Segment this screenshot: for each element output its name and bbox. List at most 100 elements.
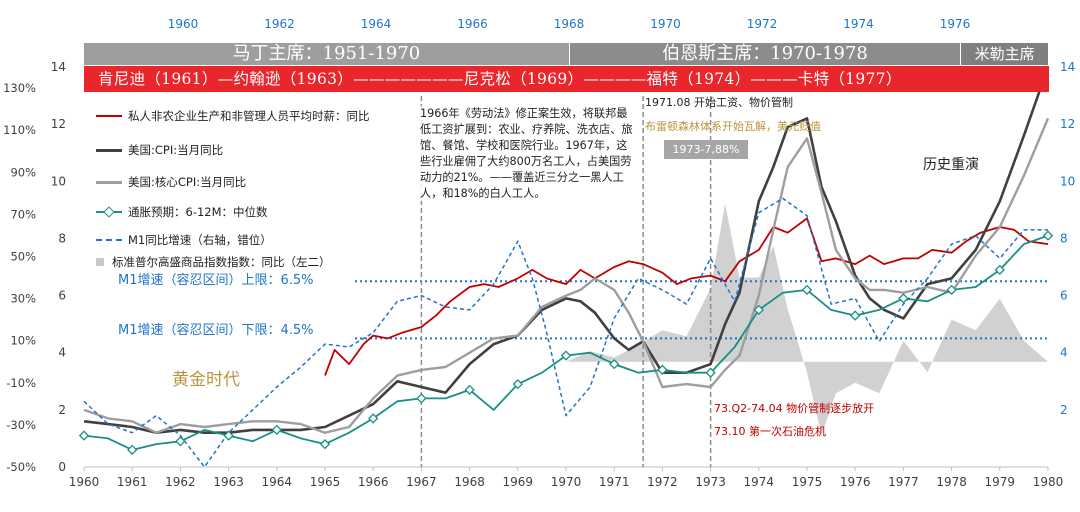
history-repeats-annotation: 历史重演 — [923, 157, 979, 173]
x-tick-label: 1973 — [695, 475, 726, 489]
expectations-marker — [609, 358, 620, 370]
x-tick-label: 1977 — [888, 475, 919, 489]
right-tick-label: 12 — [1060, 117, 1075, 131]
left-pct-tick-label: 10% — [10, 334, 36, 348]
expectations-marker — [319, 438, 331, 450]
m1-growth-line — [83, 197, 1048, 468]
left-val-tick-label: 6 — [58, 289, 66, 303]
left-pct-tick-label: 110% — [3, 123, 36, 137]
left-val-tick-label: 12 — [51, 117, 66, 131]
x-tick-label: 1960 — [69, 475, 100, 489]
legend-item-cpi: 美国:CPI:当月同比 — [96, 140, 223, 160]
legend-label: 美国:CPI:当月同比 — [128, 143, 224, 157]
x-tick-label: 1966 — [358, 475, 389, 489]
left-val-tick-label: 4 — [58, 346, 66, 360]
right-tick-label: 6 — [1060, 289, 1068, 303]
m1-lower-label: M1增速（容忍区间）下限：4.5% — [118, 323, 314, 338]
top-tick-label: 1970 — [650, 17, 681, 31]
decontrol-annotation: 73.Q2-74.04 物价管制逐步放开 — [714, 402, 875, 415]
core-cpi-line — [83, 117, 1050, 434]
x-tick-label: 1967 — [406, 475, 437, 489]
legend-item-m1: M1同比增速（右轴，错位） — [96, 230, 272, 250]
left-pct-tick-label: 30% — [10, 292, 36, 306]
right-tick-label: 2 — [1060, 403, 1068, 417]
x-tick-label: 1976 — [840, 475, 871, 489]
left-val-tick-label: 0 — [58, 460, 66, 474]
expectations-marker — [994, 264, 1005, 276]
nixon-controls-annotation: 1971.08 开始工资、物价管制 — [645, 96, 793, 109]
left-pct-tick-label: 50% — [10, 249, 36, 263]
fed-chair-segment: 伯恩斯主席：1970-1978 — [569, 43, 961, 65]
legend-item-core-cpi: 美国:核心CPI:当月同比 — [96, 172, 246, 192]
x-tick-label: 1962 — [165, 475, 196, 489]
x-tick-label: 1965 — [310, 475, 341, 489]
x-tick-label: 1971 — [599, 475, 630, 489]
top-tick-label: 1960 — [168, 17, 199, 31]
legend-label: 标准普尔高盛商品指数指数：同比（左二） — [112, 255, 331, 269]
fed-chair-segment: 马丁主席：1951-1970 — [84, 43, 569, 65]
cpi-line — [83, 66, 1050, 434]
left-val-tick-label: 14 — [51, 60, 66, 74]
legend-label: M1同比增速（右轴，错位） — [128, 233, 272, 247]
legend-item-expectations: 通胀预期：6-12M：中位数 — [96, 202, 268, 222]
x-tick-label: 1969 — [503, 475, 534, 489]
x-tick-label: 1970 — [551, 475, 582, 489]
legend-item-wages: 私人非农企业生产和非管理人员平均时薪：同比 — [96, 106, 370, 126]
expectations-marker — [223, 430, 234, 441]
top-tick-label: 1966 — [457, 17, 488, 31]
expectations-marker — [78, 430, 90, 441]
left-val-tick-label: 10 — [51, 174, 66, 188]
legend-label: 通胀预期：6-12M：中位数 — [128, 205, 268, 219]
expectations-marker — [946, 284, 957, 296]
right-tick-label: 4 — [1060, 346, 1068, 360]
fed-chair-segment: 米勒主席 — [961, 43, 1048, 65]
expectations-marker — [368, 413, 379, 424]
left-pct-tick-label: -10% — [6, 376, 36, 390]
expectations-marker — [512, 378, 523, 390]
right-tick-label: 10 — [1060, 174, 1075, 188]
left-pct-tick-label: 130% — [3, 81, 36, 95]
legend-item-commodity: 标准普尔高盛商品指数指数：同比（左二） — [96, 252, 331, 272]
bretton-woods-annotation: 布雷顿森林体系开始瓦解，美元贬值 — [645, 120, 821, 133]
m1-upper-label: M1增速（容忍区间）上限：6.5% — [118, 273, 314, 288]
box-1973-annotation: 1973-7,88% — [664, 140, 748, 159]
expectations-marker — [753, 304, 764, 316]
expectations-marker — [1042, 230, 1054, 241]
top-tick-label: 1976 — [940, 17, 971, 31]
left-pct-tick-label: 90% — [10, 165, 36, 179]
x-tick-label: 1975 — [792, 475, 823, 489]
commodity-index-area — [566, 203, 1048, 436]
golden-age-annotation: 黄金时代 — [172, 370, 240, 390]
x-tick-label: 1980 — [1033, 475, 1064, 489]
left-pct-tick-label: 70% — [10, 207, 36, 221]
expectations-marker — [850, 310, 861, 321]
left-pct-tick-label: -30% — [6, 418, 36, 432]
legend-label: 美国:核心CPI:当月同比 — [128, 175, 247, 189]
top-tick-label: 1974 — [843, 17, 874, 31]
oil-crisis-annotation: 73.10 第一次石油危机 — [714, 425, 826, 438]
expectations-marker — [416, 393, 427, 404]
top-tick-label: 1968 — [554, 17, 585, 31]
right-tick-label: 8 — [1060, 231, 1068, 245]
top-tick-label: 1962 — [264, 17, 295, 31]
right-tick-label: 14 — [1060, 60, 1075, 74]
expectations-marker — [801, 284, 813, 296]
top-tick-label: 1964 — [361, 17, 392, 31]
expectations-marker — [657, 364, 668, 376]
legend-label: 私人非农企业生产和非管理人员平均时薪：同比 — [128, 109, 370, 123]
president-band: 肯尼迪（1961）—约翰逊（1963）———————尼克松（1969）————福… — [84, 66, 1049, 92]
wage-growth-line — [324, 217, 1049, 376]
x-tick-label: 1974 — [744, 475, 775, 489]
top-tick-label: 1972 — [747, 17, 778, 31]
x-tick-label: 1979 — [985, 475, 1016, 489]
expectations-marker — [464, 384, 475, 396]
left-val-tick-label: 2 — [58, 403, 66, 417]
flsa-annotation-text: 1966年《劳动法》修正案生效，将联邦最低工资扩展到：农业、疗养院、洗衣店、旅馆… — [420, 107, 633, 200]
left-val-tick-label: 8 — [58, 231, 66, 245]
expectations-marker — [705, 367, 716, 378]
x-tick-label: 1978 — [936, 475, 967, 489]
x-tick-label: 1968 — [454, 475, 485, 489]
expectations-marker — [271, 424, 282, 436]
expectations-marker — [175, 436, 186, 447]
